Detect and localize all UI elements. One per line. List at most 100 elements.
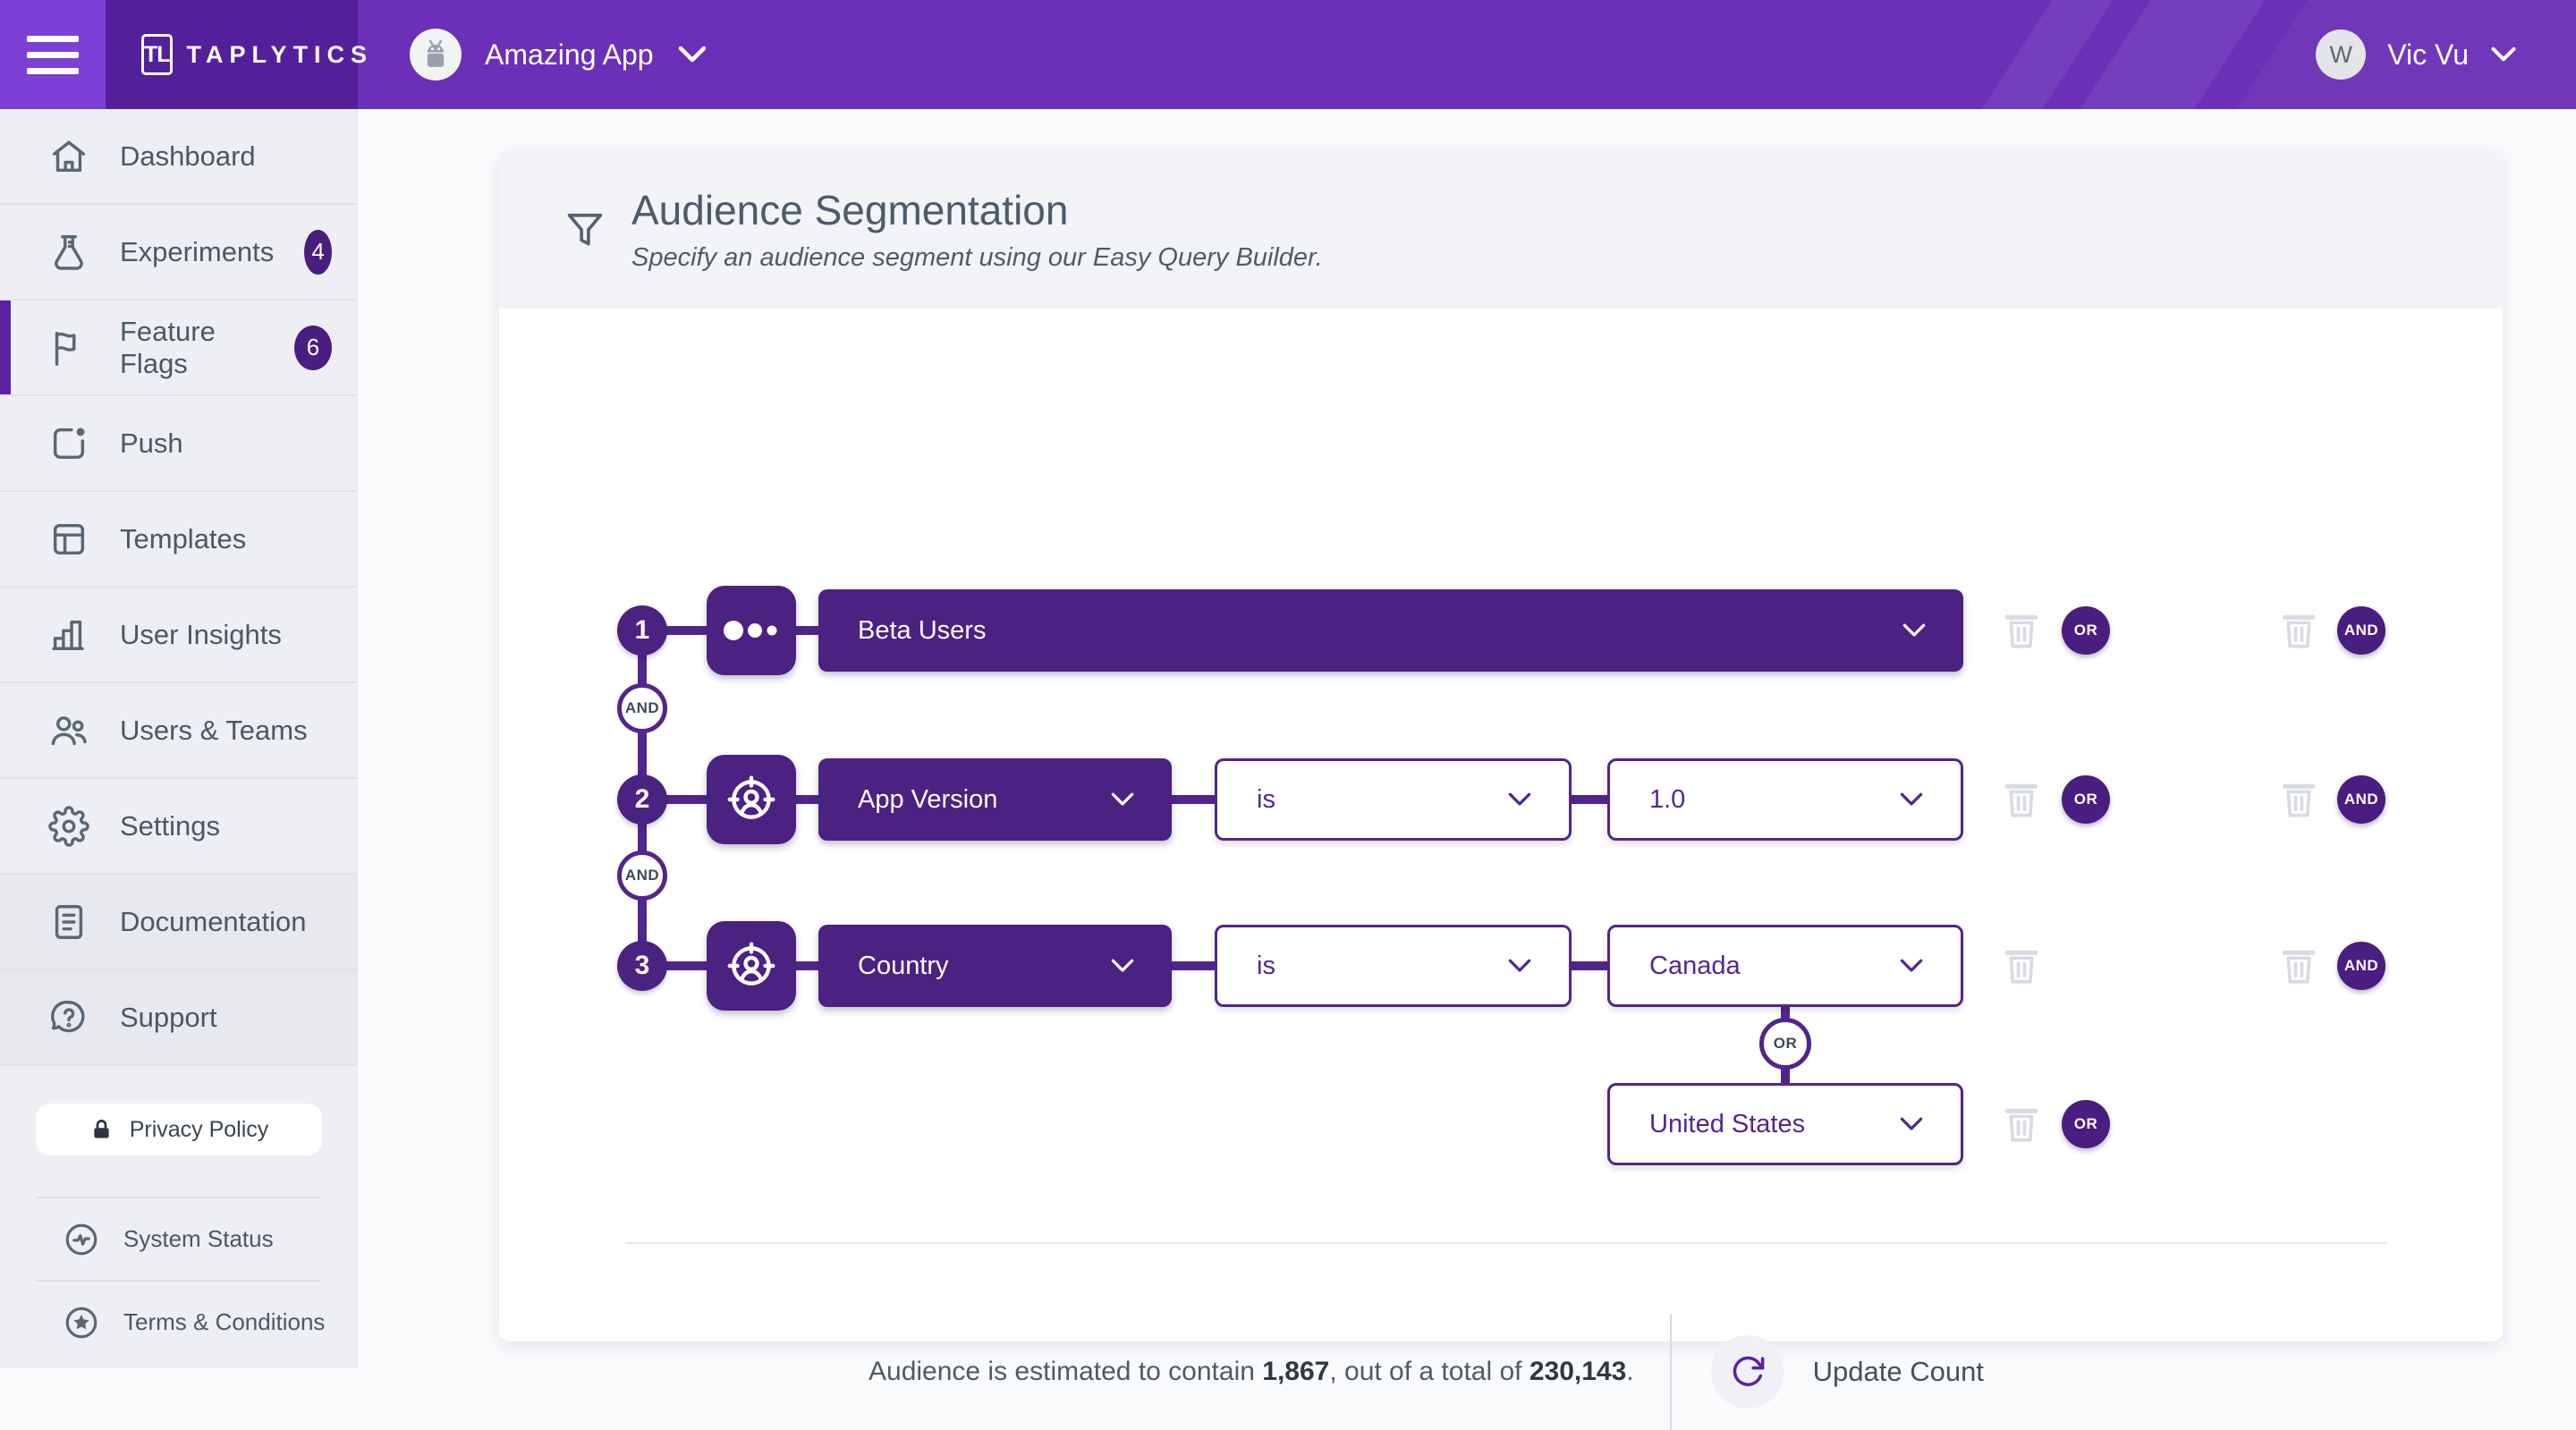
- connector-line: [1172, 961, 1215, 970]
- sidebar-item-users-teams[interactable]: Users & Teams: [0, 683, 357, 779]
- feature-flags-count-badge: 6: [293, 325, 332, 370]
- terms-conditions-label: Terms & Conditions: [123, 1308, 326, 1335]
- delete-condition-icon[interactable]: [2275, 776, 2322, 823]
- experiments-count-badge: 4: [304, 229, 332, 275]
- row-number: 1: [617, 605, 667, 656]
- operator-dropdown[interactable]: is: [1215, 925, 1572, 1007]
- value-text: United States: [1649, 1109, 1806, 1138]
- or-toggle-badge[interactable]: OR: [2062, 775, 2110, 824]
- taplytics-logo-icon: TL: [141, 34, 173, 75]
- audience-estimate-text: Audience is estimated to contain 1,867, …: [869, 1357, 1634, 1386]
- terms-conditions-link[interactable]: Terms & Conditions: [0, 1282, 357, 1363]
- top-bar: TL TAPLYTICS Amazing App W Vic Vu: [0, 0, 2576, 109]
- update-count-label[interactable]: Update Count: [1812, 1356, 1984, 1387]
- and-connector-badge: AND: [617, 850, 667, 901]
- row-number: 3: [617, 941, 667, 991]
- divider: [36, 1197, 321, 1198]
- value-dropdown[interactable]: Canada: [1607, 925, 1963, 1007]
- sidebar-item-label: Settings: [120, 809, 221, 842]
- sidebar-item-label: Feature Flags: [120, 315, 216, 379]
- sidebar: Dashboard Experiments 4 Feature Flags 6 …: [0, 109, 358, 1368]
- and-toggle-badge[interactable]: AND: [2337, 775, 2385, 824]
- chevron-down-icon: [1900, 792, 1923, 806]
- privacy-policy-label: Privacy Policy: [129, 1116, 269, 1142]
- delete-condition-icon[interactable]: [1998, 1101, 2045, 1147]
- sidebar-item-label: Users & Teams: [120, 714, 308, 746]
- sidebar-item-support[interactable]: Support: [0, 970, 357, 1066]
- decorative-stripe: [2224, 0, 2576, 109]
- sidebar-item-label: Documentation: [120, 905, 307, 937]
- or-toggle-badge[interactable]: OR: [2062, 606, 2110, 655]
- system-status-link[interactable]: System Status: [0, 1198, 357, 1280]
- privacy-policy-button[interactable]: Privacy Policy: [36, 1104, 322, 1155]
- attribute-value: App Version: [858, 784, 998, 814]
- or-toggle-badge[interactable]: OR: [2062, 1100, 2110, 1148]
- segment-value: Beta Users: [858, 615, 987, 645]
- user-target-icon[interactable]: [707, 921, 796, 1011]
- user-target-icon[interactable]: [707, 755, 796, 844]
- connector-line: [796, 961, 818, 970]
- divider: [626, 1242, 2386, 1244]
- sidebar-item-push[interactable]: Push: [0, 396, 357, 492]
- sidebar-item-feature-flags[interactable]: Feature Flags 6: [0, 300, 357, 396]
- connector-line: [1172, 795, 1215, 804]
- divider: [36, 1280, 321, 1282]
- sidebar-item-user-insights[interactable]: User Insights: [0, 588, 357, 683]
- flask-icon: [48, 232, 89, 273]
- connector-line: [1572, 961, 1607, 970]
- chevron-down-icon: [1508, 959, 1531, 972]
- brand-name: TAPLYTICS: [186, 40, 374, 68]
- system-status-label: System Status: [123, 1225, 274, 1252]
- help-icon: [48, 997, 89, 1038]
- app-selector[interactable]: Amazing App: [410, 29, 708, 80]
- audience-count: 1,867: [1262, 1357, 1330, 1386]
- and-toggle-badge[interactable]: AND: [2337, 606, 2385, 655]
- update-count-button[interactable]: [1710, 1335, 1784, 1409]
- card-header: Audience Segmentation Specify an audienc…: [499, 150, 2503, 309]
- user-name: Vic Vu: [2387, 38, 2469, 71]
- chevron-down-icon: [1111, 959, 1134, 972]
- user-menu[interactable]: W Vic Vu: [2316, 30, 2517, 80]
- segment-dropdown[interactable]: Beta Users: [818, 589, 1963, 672]
- sidebar-item-label: Templates: [120, 522, 247, 554]
- delete-condition-icon[interactable]: [1998, 607, 2045, 654]
- brand-logo: TL TAPLYTICS: [106, 0, 367, 109]
- delete-condition-icon[interactable]: [1998, 943, 2045, 989]
- page-subtitle: Specify an audience segment using our Ea…: [631, 243, 1323, 272]
- sidebar-item-templates[interactable]: Templates: [0, 492, 357, 588]
- sidebar-item-experiments[interactable]: Experiments 4: [0, 205, 357, 300]
- refresh-icon: [1733, 1356, 1764, 1386]
- chevron-down-icon: [678, 46, 706, 63]
- value-dropdown[interactable]: 1.0: [1607, 758, 1963, 841]
- attribute-dropdown[interactable]: App Version: [818, 758, 1172, 841]
- sidebar-item-dashboard[interactable]: Dashboard: [0, 109, 357, 205]
- sidebar-item-label: Support: [120, 1001, 217, 1033]
- filter-funnel-icon: [567, 213, 603, 245]
- delete-condition-icon[interactable]: [2275, 607, 2322, 654]
- delete-condition-icon[interactable]: [2275, 943, 2322, 989]
- document-icon: [48, 901, 89, 943]
- and-toggle-badge[interactable]: AND: [2337, 942, 2385, 990]
- sidebar-item-label: User Insights: [120, 618, 282, 650]
- chevron-down-icon: [1111, 792, 1134, 806]
- attribute-value: Country: [858, 951, 949, 980]
- attribute-dropdown[interactable]: Country: [818, 925, 1172, 1007]
- operator-dropdown[interactable]: is: [1215, 758, 1572, 841]
- delete-condition-icon[interactable]: [1998, 776, 2045, 823]
- sidebar-item-label: Push: [120, 427, 183, 459]
- sidebar-item-documentation[interactable]: Documentation: [0, 875, 357, 970]
- row-number: 2: [617, 774, 667, 825]
- hamburger-menu-button[interactable]: [0, 0, 106, 109]
- android-icon: [410, 29, 462, 80]
- and-connector-badge: AND: [617, 683, 667, 733]
- chevron-down-icon: [1902, 623, 1926, 637]
- segment-dots-icon[interactable]: [707, 586, 796, 675]
- users-icon: [48, 710, 89, 751]
- push-icon: [48, 423, 89, 464]
- connector-line: [642, 961, 707, 970]
- flag-icon: [48, 327, 89, 368]
- sidebar-item-settings[interactable]: Settings: [0, 779, 357, 875]
- query-builder: 1 Beta Users OR AND AND: [499, 309, 2503, 1430]
- chevron-down-icon: [2491, 47, 2516, 62]
- value-dropdown[interactable]: United States: [1607, 1083, 1963, 1165]
